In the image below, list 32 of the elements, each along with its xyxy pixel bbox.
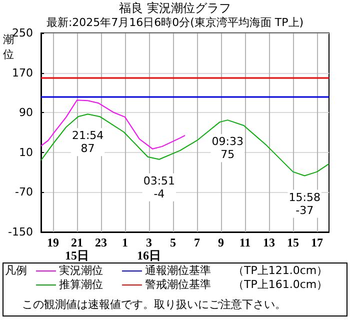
legend-title: 凡例 [5,264,27,277]
x-tick-label: 7 [194,236,200,250]
annotation: 15:58 -37 [288,190,320,217]
x-tick-label: 1 [122,236,128,250]
y-tick-label: 10 [19,146,33,159]
x-tick-label: 5 [170,236,176,250]
y-tick-label: -150 [8,226,33,238]
y-axis-title: 潮位 [3,33,14,61]
x-tick-label: 15 [287,236,299,250]
x-tick-label: 17 [311,236,323,250]
y-tick-label: 90 [19,106,33,120]
x-tick-label: 21 15日 [65,236,89,262]
line-series [40,114,330,176]
x-tick-label: 9 [218,236,224,250]
chart-subtitle: 最新:2025年7月16日6時0分(東京湾平均海面 TP上) [46,16,304,29]
annotation: 03:51 -4 [143,174,176,200]
annotation: 09:33 75 [212,135,244,162]
x-tick-label: 19 [47,236,59,250]
legend-label: 実況潮位 [59,264,103,277]
x-tick-label: 11 [239,236,251,250]
y-tick-label: 170 [12,66,33,80]
x-tick-label: 3 16日 [137,236,161,262]
annotation: 21:54 87 [72,129,104,156]
y-tick-label: -70 [15,186,33,199]
text: この観測値は速報値です。取り扱いにご注意下さい。 [22,298,286,311]
legend-label: 推算潮位 [59,278,103,291]
x-tick-label: 23 [95,236,107,250]
legend-label: 通報潮位基準 （TP上121.0cm） [145,264,328,277]
y-tick-label: 250 [12,26,33,40]
x-tick-label: 13 [263,236,275,250]
legend-label: 警戒潮位基準 （TP上161.0cm） [145,278,328,291]
chart-title: 福良 実況潮位グラフ [119,1,231,15]
